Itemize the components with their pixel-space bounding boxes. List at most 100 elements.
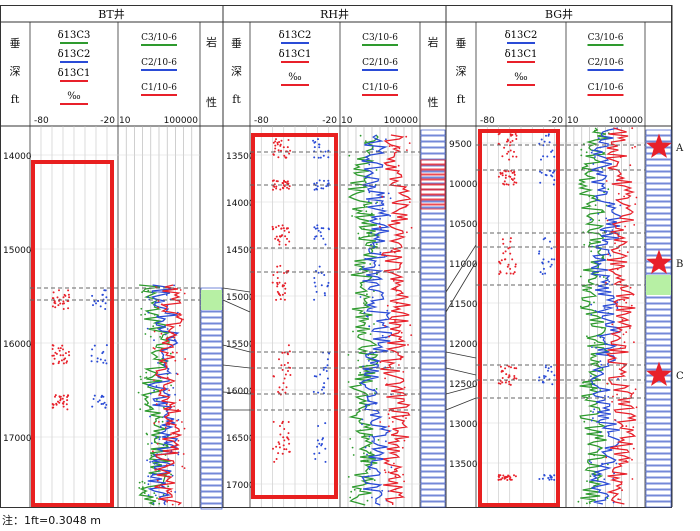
isotope-point <box>286 437 289 440</box>
concentration-point <box>154 494 157 497</box>
isotope-point <box>105 296 108 299</box>
isotope-point <box>90 354 93 357</box>
lithology-brick <box>645 429 672 436</box>
concentration-point <box>599 389 602 391</box>
lithology-brick <box>200 485 223 492</box>
concentration-point <box>401 446 404 449</box>
lithology-brick <box>645 213 672 220</box>
concentration-point <box>166 408 168 411</box>
concentration-point <box>156 479 159 482</box>
concentration-point <box>373 388 376 391</box>
isotope-point <box>276 283 279 286</box>
isotope-point <box>65 361 68 364</box>
concentration-point <box>602 276 605 278</box>
concentration-point <box>144 377 146 379</box>
concentration-point <box>384 377 386 380</box>
isotope-point <box>507 263 510 266</box>
isotope-point <box>272 188 274 191</box>
isotope-point <box>541 273 544 275</box>
concentration-point <box>153 330 156 333</box>
concentration-point <box>138 481 141 484</box>
concentration-point <box>170 433 172 436</box>
isotope-point <box>504 170 507 173</box>
isotope-point <box>275 298 278 301</box>
conc-axis-min: 10 <box>119 116 131 126</box>
concentration-point <box>362 365 364 368</box>
isotope-point <box>506 479 509 481</box>
concentration-point <box>177 439 180 442</box>
concentration-point <box>351 215 353 217</box>
concentration-point <box>400 331 403 334</box>
concentration-point <box>161 420 164 423</box>
lithology-brick <box>420 399 446 406</box>
isotope-point <box>58 395 61 398</box>
isotope-point <box>551 383 554 386</box>
concentration-point <box>620 481 623 483</box>
depth-tick-label: 16500 <box>226 434 255 444</box>
isotope-point <box>283 154 286 157</box>
isotope-point <box>283 272 285 274</box>
concentration-point <box>347 381 350 383</box>
isotope-point <box>499 171 502 174</box>
isotope-point <box>553 474 556 477</box>
concentration-point <box>599 360 602 362</box>
isotope-point <box>55 352 58 355</box>
concentration-point <box>623 341 626 344</box>
isotope-point <box>279 143 282 146</box>
concentration-point <box>384 325 386 327</box>
isotope-point <box>56 296 59 299</box>
concentration-point <box>156 442 159 445</box>
isotope-point <box>317 138 319 141</box>
lithology-brick <box>420 327 446 334</box>
concentration-point <box>635 196 638 199</box>
isotope-point <box>546 155 549 158</box>
isotope-point <box>549 265 552 268</box>
concentration-point <box>598 448 601 451</box>
concentration-point <box>634 388 637 391</box>
concentration-point <box>387 471 390 474</box>
isotope-point <box>541 477 544 480</box>
concentration-point <box>182 318 184 321</box>
isotope-point <box>318 452 321 455</box>
isotope-point <box>506 265 509 268</box>
isotope-point <box>513 377 516 379</box>
well-connection-line <box>222 344 251 353</box>
isotope-point <box>57 400 59 403</box>
concentration-point <box>634 203 637 206</box>
concentration-point <box>616 268 619 271</box>
concentration-point <box>172 432 175 435</box>
concentration-point <box>405 417 407 419</box>
concentration-point <box>147 311 150 314</box>
concentration-point <box>157 300 160 302</box>
concentration-point <box>171 474 174 477</box>
isotope-point <box>62 296 65 299</box>
concentration-point <box>392 434 395 437</box>
concentration-point <box>366 499 369 502</box>
well-title: RH井 <box>320 7 349 21</box>
isotope-point <box>326 358 329 361</box>
concentration-point <box>153 441 156 443</box>
isotope-point <box>57 347 60 350</box>
depth-tick-label: 12000 <box>449 340 478 350</box>
isotope-point <box>498 260 501 263</box>
isotope-legend-label: δ13C1 <box>279 49 312 60</box>
isotope-point <box>51 305 54 308</box>
isotope-point <box>513 367 516 370</box>
lithology-brick <box>420 363 446 370</box>
concentration-point <box>625 460 627 462</box>
depth-axis-label: 垂 <box>10 37 21 50</box>
concentration-point <box>172 464 175 467</box>
well-connection-line <box>222 299 251 313</box>
isotope-point <box>322 154 325 157</box>
isotope-point <box>91 405 94 408</box>
concentration-point <box>166 492 169 494</box>
lithology-brick <box>420 357 446 364</box>
well-connection-line <box>445 244 477 293</box>
isotope-point <box>542 380 544 383</box>
concentration-point <box>173 336 176 339</box>
concentration-point <box>386 304 389 307</box>
isotope-point <box>51 403 54 405</box>
depth-tick-label: 9500 <box>449 140 472 150</box>
concentration-point <box>410 334 413 336</box>
lithology-brick <box>645 345 672 352</box>
